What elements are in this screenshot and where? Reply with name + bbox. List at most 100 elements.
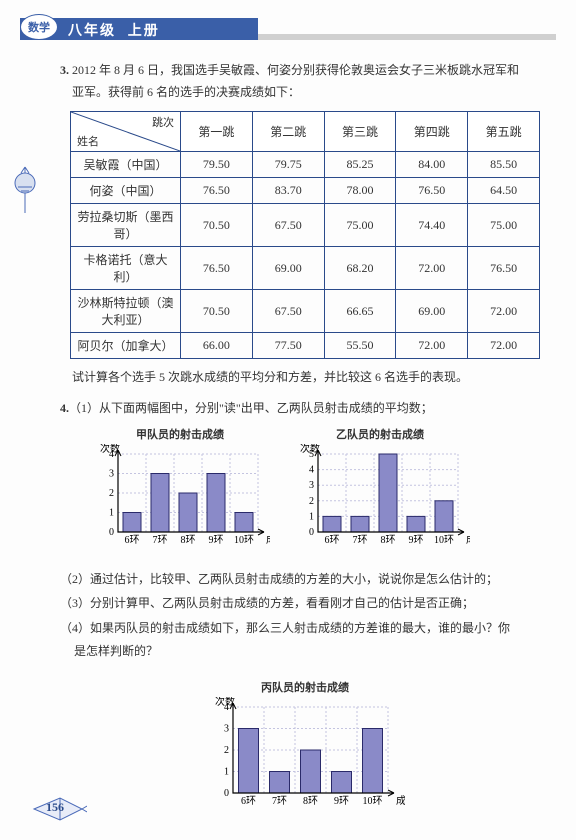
table-header-row: 跳次 姓名 第一跳 第二跳 第三跳 第四跳 第五跳 <box>71 112 540 152</box>
problem-3-followup: 试计算各个选手 5 次跳水成绩的平均分和方差，并比较这 6 名选手的表现。 <box>60 367 550 389</box>
svg-text:成绩: 成绩 <box>396 794 405 807</box>
svg-text:1: 1 <box>224 766 229 777</box>
chart-1-wrap: 甲队员的射击成绩 12346环7环8环9环10环次数成绩0 <box>90 426 270 562</box>
table-row: 吴敏霞（中国）79.5079.7585.2584.0085.50 <box>71 152 540 178</box>
svg-text:成绩: 成绩 <box>466 533 470 546</box>
problem-4-q1: （1）从下面两幅图中，分别"读"出甲、乙两队员射击成绩的平均数； <box>69 401 433 415</box>
table-cell: 66.65 <box>324 290 396 333</box>
svg-text:6环: 6环 <box>325 535 340 546</box>
svg-text:2: 2 <box>109 488 114 499</box>
table-cell: 72.00 <box>468 290 540 333</box>
table-cell: 79.50 <box>181 152 253 178</box>
col-header: 第二跳 <box>252 112 324 152</box>
svg-text:3: 3 <box>224 723 229 734</box>
diag-bot-label: 姓名 <box>77 133 99 149</box>
table-cell: 68.20 <box>324 247 396 290</box>
col-header: 第五跳 <box>468 112 540 152</box>
problem-4-q4-line2: 是怎样判断的？ <box>74 644 158 658</box>
subject-badge: 数学 <box>20 14 58 40</box>
svg-text:次数: 次数 <box>300 444 320 455</box>
table-cell: 79.75 <box>252 152 324 178</box>
chart-2: 123456环7环8环9环10环次数成绩0 <box>290 444 470 562</box>
svg-text:0: 0 <box>309 527 314 538</box>
table-row: 沙林斯特拉顿（澳大利亚）70.5067.5066.6569.0072.00 <box>71 290 540 333</box>
table-cell: 83.70 <box>252 178 324 204</box>
diagonal-header-cell: 跳次 姓名 <box>71 112 181 152</box>
row-name: 何姿（中国） <box>71 178 181 204</box>
problem-4-q4-line1: （4）如果丙队员的射击成绩如下，那么三人射击成绩的方差谁的最大，谁的最小？你 <box>60 621 510 635</box>
page-number-decoration: 156 <box>32 796 87 826</box>
table-cell: 72.00 <box>396 333 468 359</box>
svg-text:8环: 8环 <box>181 535 196 546</box>
table-cell: 70.50 <box>181 204 253 247</box>
table-cell: 67.50 <box>252 290 324 333</box>
svg-text:9环: 9环 <box>409 535 424 546</box>
col-header: 第一跳 <box>181 112 253 152</box>
problem-number: 3. <box>60 63 69 77</box>
svg-text:8环: 8环 <box>381 535 396 546</box>
svg-text:次数: 次数 <box>215 697 235 708</box>
chart-3-wrap: 丙队员的射击成绩 12346环7环8环9环10环次数成绩0 <box>60 679 550 825</box>
header-title: 八年级 上册 <box>68 20 160 40</box>
row-name: 吴敏霞（中国） <box>71 152 181 178</box>
table-cell: 64.50 <box>468 178 540 204</box>
table-cell: 76.50 <box>181 178 253 204</box>
problem-3-after-text: 试计算各个选手 5 次跳水成绩的平均分和方差，并比较这 6 名选手的表现。 <box>72 370 468 384</box>
problem-4-q2: （2）通过估计，比较甲、乙两队员射击成绩的方差的大小，说说你是怎么估计的； <box>60 568 550 591</box>
table-cell: 76.50 <box>468 247 540 290</box>
chart-1-title: 甲队员的射击成绩 <box>90 426 270 442</box>
problem-4: 4.（1）从下面两幅图中，分别"读"出甲、乙两队员射击成绩的平均数； <box>60 397 550 420</box>
svg-text:4: 4 <box>309 464 314 475</box>
table-cell: 69.00 <box>252 247 324 290</box>
svg-text:10环: 10环 <box>434 535 454 546</box>
svg-text:9环: 9环 <box>334 796 349 807</box>
chart-3: 12346环7环8环9环10环次数成绩0 <box>205 697 405 825</box>
table-cell: 67.50 <box>252 204 324 247</box>
svg-text:7环: 7环 <box>272 796 287 807</box>
svg-text:1: 1 <box>309 511 314 522</box>
header-gray-bar <box>258 34 556 40</box>
chart-2-title: 乙队员的射击成绩 <box>290 426 470 442</box>
table-cell: 74.40 <box>396 204 468 247</box>
row-name: 阿贝尔（加拿大） <box>71 333 181 359</box>
table-row: 阿贝尔（加拿大）66.0077.5055.5072.0072.00 <box>71 333 540 359</box>
table-cell: 69.00 <box>396 290 468 333</box>
chart-2-wrap: 乙队员的射击成绩 123456环7环8环9环10环次数成绩0 <box>290 426 470 562</box>
table-cell: 66.00 <box>181 333 253 359</box>
col-header: 第三跳 <box>324 112 396 152</box>
diving-scores-table: 跳次 姓名 第一跳 第二跳 第三跳 第四跳 第五跳 吴敏霞（中国）79.5079… <box>70 111 540 359</box>
problem-3: 3. 2012 年 8 月 6 日，我国选手吴敏霞、何姿分别获得伦敦奥运会女子三… <box>60 60 550 103</box>
svg-text:0: 0 <box>109 527 114 538</box>
table-row: 卡格诺托（意大利）76.5069.0068.2072.0076.50 <box>71 247 540 290</box>
table-cell: 70.50 <box>181 290 253 333</box>
table-cell: 55.50 <box>324 333 396 359</box>
svg-text:7环: 7环 <box>153 535 168 546</box>
svg-text:7环: 7环 <box>353 535 368 546</box>
margin-decoration <box>10 165 40 215</box>
chart-1: 12346环7环8环9环10环次数成绩0 <box>90 444 270 562</box>
table-row: 何姿（中国）76.5083.7078.0076.5064.50 <box>71 178 540 204</box>
svg-text:次数: 次数 <box>100 444 120 455</box>
problem-number: 4. <box>60 401 69 415</box>
svg-text:9环: 9环 <box>209 535 224 546</box>
row-name: 卡格诺托（意大利） <box>71 247 181 290</box>
svg-text:成绩: 成绩 <box>266 533 270 546</box>
problem-4-q4: （4）如果丙队员的射击成绩如下，那么三人射击成绩的方差谁的最大，谁的最小？你 是… <box>60 617 550 663</box>
table-cell: 76.50 <box>396 178 468 204</box>
svg-text:0: 0 <box>224 788 229 799</box>
svg-text:6环: 6环 <box>125 535 140 546</box>
svg-text:6环: 6环 <box>241 796 256 807</box>
table-cell: 84.00 <box>396 152 468 178</box>
table-cell: 72.00 <box>468 333 540 359</box>
svg-text:3: 3 <box>109 468 114 479</box>
problem-3-text-1: 2012 年 8 月 6 日，我国选手吴敏霞、何姿分别获得伦敦奥运会女子三米板跳… <box>72 63 519 77</box>
table-cell: 75.00 <box>324 204 396 247</box>
problem-3-text-2: 亚军。获得前 6 名的选手的决赛成绩如下： <box>72 85 300 99</box>
table-cell: 78.00 <box>324 178 396 204</box>
table-cell: 77.50 <box>252 333 324 359</box>
header-grade: 八年级 <box>68 22 116 38</box>
page-number: 156 <box>46 800 64 815</box>
svg-text:8环: 8环 <box>303 796 318 807</box>
problem-4-q3: （3）分别计算甲、乙两队员射击成绩的方差，看看刚才自己的估计是否正确； <box>60 592 550 615</box>
page-header: 数学 八年级 上册 <box>0 18 576 40</box>
